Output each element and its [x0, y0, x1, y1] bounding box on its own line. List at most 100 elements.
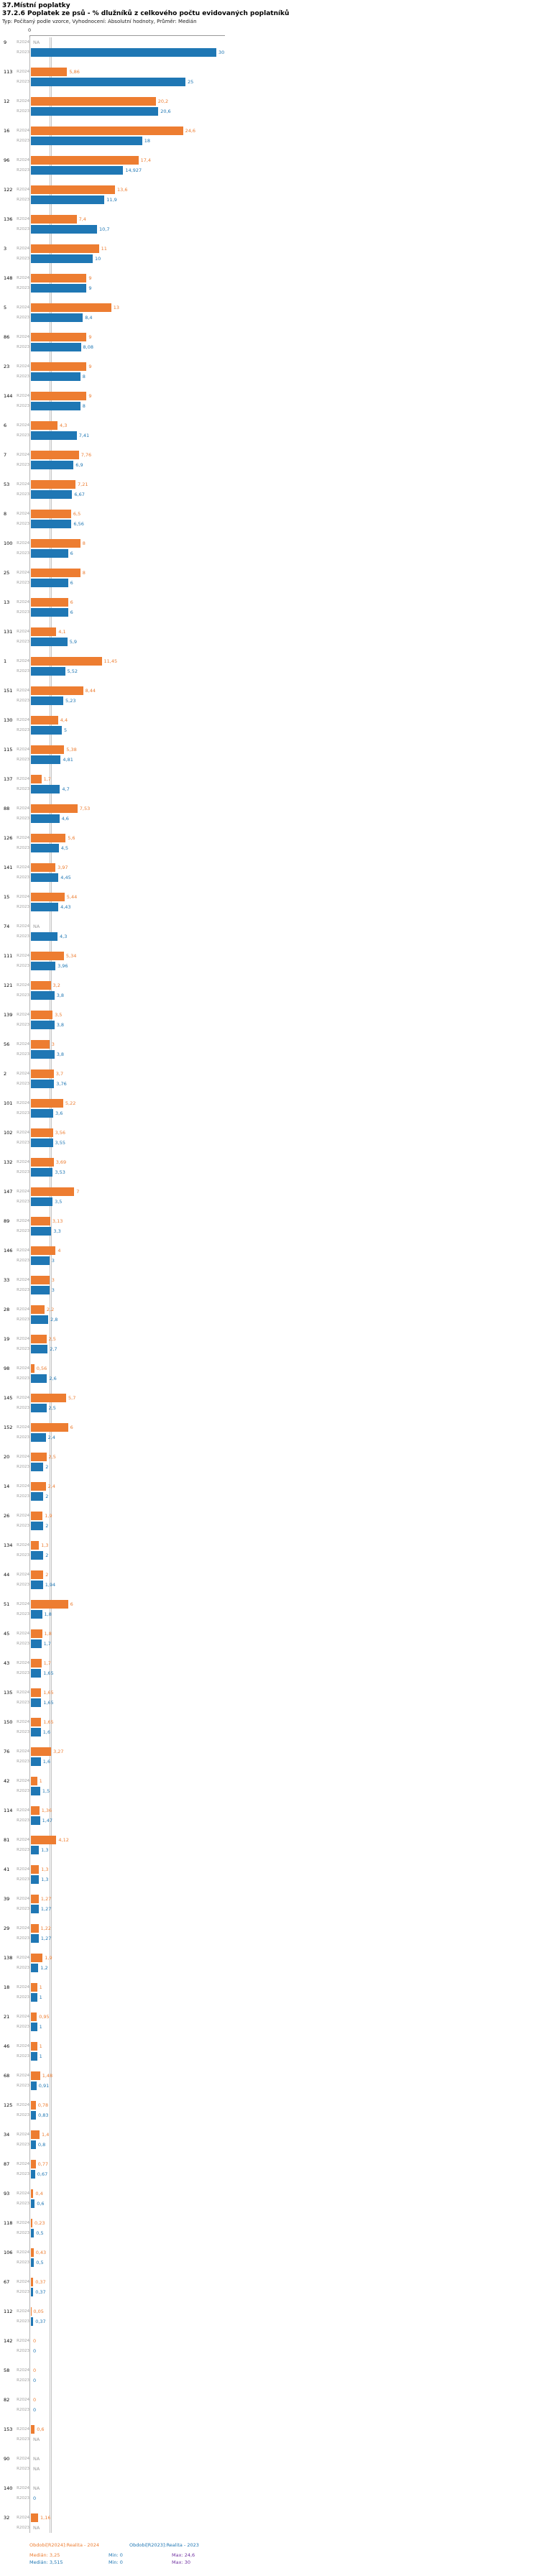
chart-group: 26 R2024 1,9 R2023 2: [2, 1511, 539, 1531]
bar-value-label: 4,5: [60, 845, 69, 851]
bar-value-label: 7,76: [80, 452, 92, 458]
bar-row-r2024: R2024 1,36: [15, 1806, 539, 1816]
bar-row-r2024: R2024 1,9: [15, 1511, 539, 1521]
bar-row-r2024: R2024 3: [15, 1039, 539, 1049]
bar-value-label: 0,95: [39, 2014, 50, 2020]
bar-row-r2024: R2024 13: [15, 303, 539, 313]
bar-r2024: [31, 1924, 39, 1933]
bar-row-r2023: R2023 9: [15, 283, 539, 293]
bar-value-label: 2,2: [46, 1307, 55, 1312]
bar-row-r2023: R2023 1,47: [15, 1816, 539, 1826]
bar-row-r2023: R2023 0,6: [15, 2199, 539, 2209]
bar-value-label: 7,41: [78, 433, 90, 438]
bar-r2023: [31, 48, 216, 57]
bar-value-label: 1,8: [44, 1631, 52, 1637]
chart-group: 132 R2024 3,69 R2023 3,53: [2, 1157, 539, 1177]
bar-value-label: 2,5: [48, 1336, 56, 1342]
bar-value-label: 7: [76, 1189, 80, 1195]
bar-r2023: [31, 1669, 42, 1678]
series-label-r2024: R2024: [17, 630, 29, 634]
chart-group: 32 R2024 1,16 R2023 NA: [2, 2513, 539, 2533]
bar-value-label: 1,27: [40, 1906, 52, 1912]
bar-row-r2023: R2023 6,56: [15, 519, 539, 529]
series-label-r2023: R2023: [17, 1642, 29, 1646]
group-bar-rows: R2024 1,3 R2023 2: [15, 1540, 539, 1560]
chart-group: 20 R2024 2,5 R2023 2: [2, 1452, 539, 1472]
bar-value-label: 0,05: [33, 2309, 44, 2314]
group-id-label: 150: [4, 1719, 13, 1725]
group-bar-rows: R2024 1,16 R2023 NA: [15, 2513, 539, 2533]
bar-r2024: [31, 1187, 75, 1196]
series-label-r2023: R2023: [17, 492, 29, 497]
bar-r2024: [31, 303, 111, 312]
series-label-r2023: R2023: [17, 2496, 29, 2501]
series-label-r2024: R2024: [17, 1337, 29, 1341]
bar-r2023: [31, 549, 68, 558]
bar-r2023: [31, 1492, 44, 1501]
bar-row-r2024: R2024 2,5: [15, 1452, 539, 1462]
series-label-r2024: R2024: [17, 423, 29, 428]
bar-row-r2023: R2023 1,7: [15, 1639, 539, 1649]
bar-row-r2023: R2023 4,43: [15, 902, 539, 912]
series-label-r2024: R2024: [17, 806, 29, 811]
series-label-r2024: R2024: [17, 70, 29, 74]
group-bar-rows: R2024 11 R2023 10: [15, 244, 539, 264]
bar-row-r2024: R2024 0,4: [15, 2189, 539, 2199]
bar-r2023: [31, 1197, 53, 1206]
stat-min-r2023: Min: 0: [109, 2559, 123, 2565]
bar-r2024: [31, 1070, 54, 1078]
bar-r2024: [31, 1747, 52, 1756]
series-label-r2024: R2024: [17, 1985, 29, 1990]
bar-r2024: [31, 863, 56, 872]
chart-group: 2 R2024 3,7 R2023 3,76: [2, 1069, 539, 1089]
group-bar-rows: R2024 3,2 R2023 3,8: [15, 980, 539, 1000]
chart-group: 140 R2024 NA R2023 0: [2, 2483, 539, 2503]
bar-value-label: 3,13: [52, 1218, 63, 1224]
bar-r2023: [31, 1551, 44, 1560]
bar-r2023: [31, 254, 93, 263]
bar-row-r2023: R2023 0,83: [15, 2110, 539, 2120]
series-label-r2024: R2024: [17, 364, 29, 369]
bar-value-label: 5,23: [65, 698, 76, 704]
bar-row-r2023: R2023 0,37: [15, 2287, 539, 2297]
bar-r2023: [31, 873, 59, 882]
series-label-r2024: R2024: [17, 2457, 29, 2461]
group-bar-rows: R2024 9 R2023 8,08: [15, 332, 539, 352]
group-id-label: 131: [4, 629, 13, 635]
bar-row-r2023: R2023 0: [15, 2375, 539, 2386]
series-label-r2023: R2023: [17, 2025, 29, 2029]
series-label-r2024: R2024: [17, 217, 29, 221]
series-label-r2023: R2023: [17, 2202, 29, 2206]
series-label-r2023: R2023: [17, 699, 29, 703]
group-id-label: 26: [4, 1513, 10, 1519]
bar-row-r2023: R2023 8: [15, 401, 539, 411]
group-bar-rows: R2024 0,23 R2023 0,5: [15, 2218, 539, 2238]
bar-r2024: [31, 421, 57, 430]
group-id-label: 18: [4, 1984, 10, 1990]
group-bar-rows: R2024 5,6 R2023 4,5: [15, 833, 539, 853]
bar-r2024: [31, 1305, 45, 1314]
group-id-label: 101: [4, 1100, 13, 1106]
series-label-r2024: R2024: [17, 865, 29, 870]
bar-row-r2024: R2024 0: [15, 2395, 539, 2405]
bar-value-label: 3,69: [55, 1159, 67, 1165]
bar-row-r2024: R2024 17,4: [15, 155, 539, 165]
group-id-label: 56: [4, 1041, 10, 1047]
bar-row-r2023: R2023 2: [15, 1462, 539, 1472]
bar-row-r2023: R2023 6,9: [15, 460, 539, 470]
bar-value-label: 3: [51, 1277, 55, 1283]
bar-value-label: 20,2: [157, 98, 169, 104]
bar-row-r2024: R2024 4: [15, 1246, 539, 1256]
bar-value-label: 4,12: [58, 1837, 69, 1843]
na-label: NA: [33, 40, 40, 45]
bar-value-label: 3,3: [53, 1228, 61, 1234]
bar-r2023: [31, 2258, 34, 2267]
group-id-label: 9: [4, 40, 7, 45]
group-id-label: 28: [4, 1307, 10, 1312]
series-label-r2023: R2023: [17, 2349, 29, 2353]
legend: Obdobi[R2024]:Realita - 2024 Obdobi[R202…: [29, 2542, 539, 2548]
bar-r2024: [31, 1865, 40, 1874]
bar-row-r2023: R2023 7,41: [15, 431, 539, 441]
bar-r2024: [31, 480, 75, 489]
chart-group: 111 R2024 5,34 R2023 3,96: [2, 951, 539, 971]
